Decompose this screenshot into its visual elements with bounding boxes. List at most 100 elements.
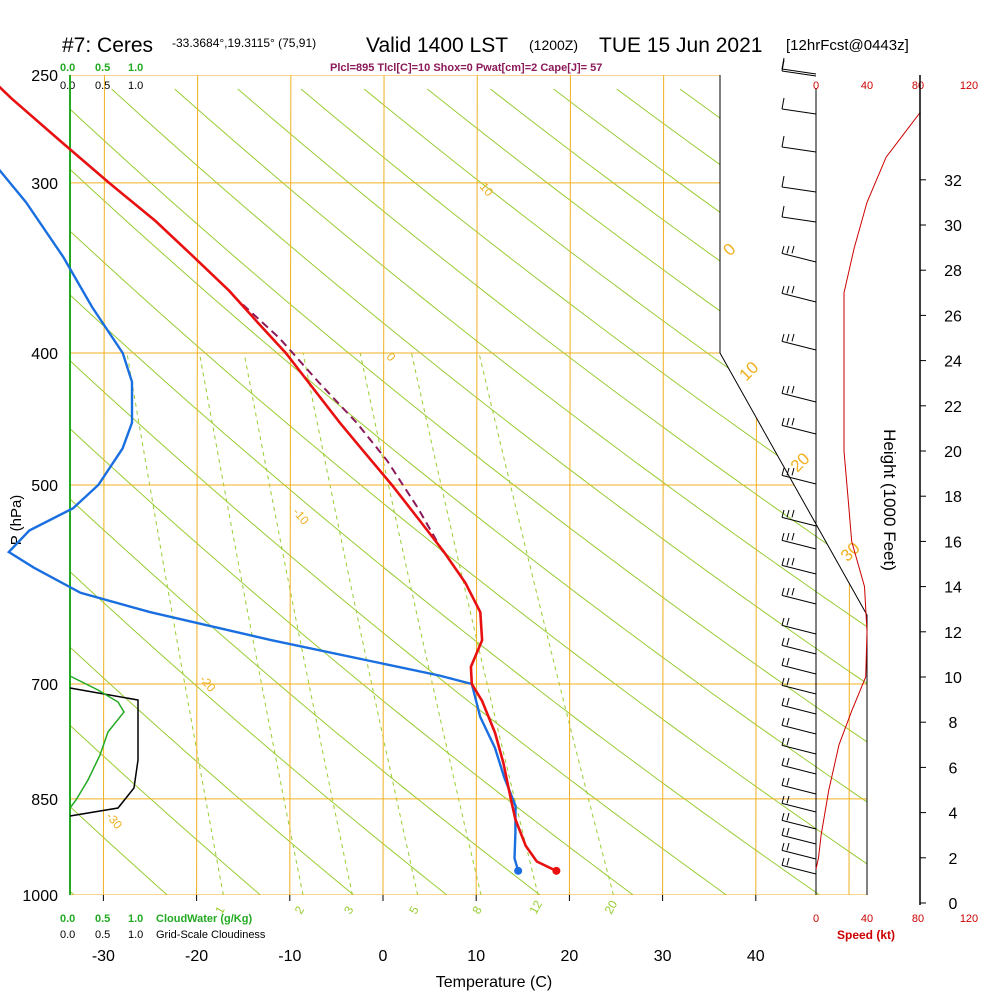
parcel-trace xyxy=(235,298,444,553)
height-tick-label: 18 xyxy=(944,489,962,506)
wind-barb-staff xyxy=(781,594,817,605)
dry-adiabat-line xyxy=(70,88,867,895)
cloudiness-tick-0-top: 0.0 xyxy=(60,80,75,92)
dry-adiabat-line xyxy=(111,88,867,895)
mixing-ratio-line xyxy=(359,352,482,895)
wind-barb-staff xyxy=(781,474,817,485)
wind-barb-flag xyxy=(781,97,785,110)
mixing-ratio-label: 2 xyxy=(292,903,308,916)
wind-barb-staff xyxy=(781,252,817,263)
wind-barb-flag xyxy=(786,532,790,541)
pressure-tick-label: 850 xyxy=(31,792,58,809)
mixing-ratio-label: 20 xyxy=(602,898,621,917)
wind-barb-flag xyxy=(791,245,795,254)
cloudiness-tick-1-bottom: 0.5 xyxy=(95,929,110,941)
x-tick-label: 20 xyxy=(561,948,579,965)
height-tick-label: 30 xyxy=(944,218,962,235)
wind-barb-flag xyxy=(781,857,785,866)
wind-barb-staff xyxy=(781,68,817,75)
x-tick-label: 10 xyxy=(467,948,485,965)
wind-barb-staff xyxy=(781,819,817,830)
wind-barb-flag xyxy=(786,757,790,766)
wind-barb-staff xyxy=(781,644,817,655)
wind-barb-staff xyxy=(781,516,817,527)
wind-barb-staff xyxy=(781,864,817,875)
wind-barb-staff xyxy=(781,392,817,403)
dry-adiabat-line xyxy=(616,88,867,895)
right-frame xyxy=(719,75,868,895)
speed-tick-top: 40 xyxy=(861,80,873,92)
wind-barb-flag xyxy=(786,717,790,726)
pressure-tick-label: 250 xyxy=(31,68,58,85)
wind-barb-flag xyxy=(786,385,790,394)
stability-indices: Plcl=895 Tlcl[C]=10 Shox=0 Pwat[cm]=2 Ca… xyxy=(330,62,602,74)
wind-barb-flag xyxy=(781,532,785,541)
mixing-ratio-line xyxy=(198,352,304,895)
wind-barb-staff xyxy=(781,704,817,715)
cloudiness-tick-0-bottom: 0.0 xyxy=(60,929,75,941)
surface-dewpoint-marker xyxy=(514,866,523,875)
cloudiness-tick-1-top: 0.5 xyxy=(95,80,110,92)
height-tick-label: 26 xyxy=(944,308,962,325)
wind-barb-flag xyxy=(781,827,785,836)
forecast-info: [12hrFcst@0443z] xyxy=(786,37,909,54)
wind-barb-flag xyxy=(786,557,790,566)
temperature-trace xyxy=(0,85,557,873)
wind-barb-staff xyxy=(781,292,817,303)
wind-barb-flag xyxy=(791,333,795,342)
wind-barb-staff xyxy=(781,539,817,550)
cloudwater-tick-0-bottom: 0.0 xyxy=(60,913,75,925)
adiabat-label: 20 xyxy=(787,449,814,476)
isotherm-label: -10 xyxy=(290,505,312,528)
wind-barb-flag xyxy=(786,857,790,866)
dry-adiabat-line xyxy=(490,88,867,895)
mixing-ratio-label: 12 xyxy=(526,898,545,917)
wind-barb-staff xyxy=(781,724,817,735)
dry-adiabat-line xyxy=(553,88,867,895)
dry-adiabat-line xyxy=(363,88,867,895)
wind-barb-staff xyxy=(781,108,817,115)
cloudwater-tick-1-bottom: 0.5 xyxy=(95,913,110,925)
wind-barb-flag xyxy=(791,417,795,426)
wind-barb-flag xyxy=(786,827,790,836)
dry-adiabat-line xyxy=(70,88,634,895)
height-tick-label: 20 xyxy=(944,444,962,461)
y-axis-label: P (hPa) xyxy=(8,495,25,546)
x-axis-label: Temperature (C) xyxy=(436,974,552,991)
wind-panel: 0040408080120120024681012141618202224262… xyxy=(781,57,978,925)
dry-adiabat-line xyxy=(70,88,541,895)
height-axis-label: Height (1000 Feet) xyxy=(880,429,899,571)
wind-barb-flag xyxy=(781,557,785,566)
wind-barb-flag xyxy=(781,285,785,294)
cloud-panel xyxy=(69,675,139,817)
wind-barb-flag xyxy=(791,467,795,476)
wind-barb-flag xyxy=(781,812,785,821)
wind-barb-flag xyxy=(786,737,790,746)
wind-barb-staff xyxy=(781,216,817,223)
cloudiness-tick-2-top: 1.0 xyxy=(128,80,143,92)
wind-barb-flag xyxy=(781,795,785,804)
wind-barb-flag xyxy=(781,175,785,188)
dry-adiabat-line xyxy=(300,88,867,895)
wind-barb-staff xyxy=(781,802,817,813)
wind-barb-staff xyxy=(781,764,817,775)
wind-barb-flag xyxy=(786,285,790,294)
cloudwater-axis-label: CloudWater (g/Kg) xyxy=(156,913,252,925)
wind-barb-flag xyxy=(791,509,795,518)
speed-tick-bottom: 120 xyxy=(960,913,978,925)
isotherm-label: -20 xyxy=(197,672,219,695)
wind-barb-flag xyxy=(786,509,790,518)
wind-barb-flag xyxy=(786,467,790,476)
wind-barb-flag xyxy=(781,385,785,394)
dry-adiabat-line xyxy=(70,88,168,895)
height-tick-label: 8 xyxy=(949,715,958,732)
x-tick-label: -30 xyxy=(92,948,115,965)
isotherm-label: 0 xyxy=(383,350,398,364)
wind-barb-flag xyxy=(781,205,785,218)
adiabat-label: 0 xyxy=(719,240,739,260)
height-tick-label: 4 xyxy=(949,806,958,823)
wind-barb-staff xyxy=(781,186,817,193)
wind-barb-flag xyxy=(781,59,785,72)
adiabat-label: 30 xyxy=(837,539,864,566)
